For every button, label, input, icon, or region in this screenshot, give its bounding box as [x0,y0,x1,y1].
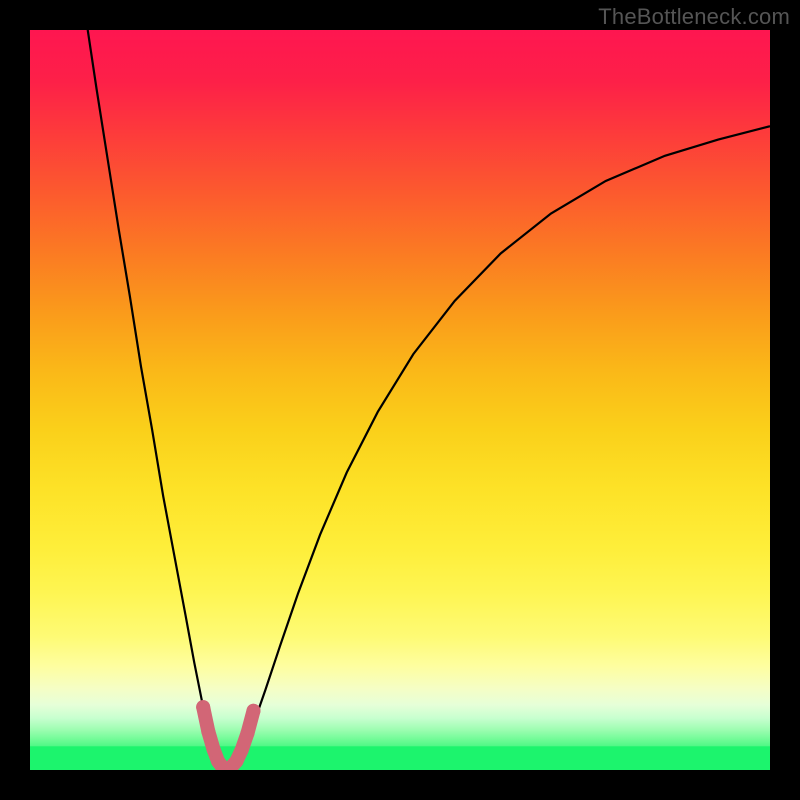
marker-dot [235,743,249,757]
marker-dot [201,725,215,739]
watermark-text: TheBottleneck.com [598,4,790,30]
bottom-green-strip [30,746,770,770]
marker-dot [246,704,260,718]
marker-dot [241,726,255,740]
plot-svg [30,30,770,770]
plot-area [30,30,770,770]
gradient-bg [30,30,770,770]
marker-dot [196,700,210,714]
chart-container: TheBottleneck.com [0,0,800,800]
